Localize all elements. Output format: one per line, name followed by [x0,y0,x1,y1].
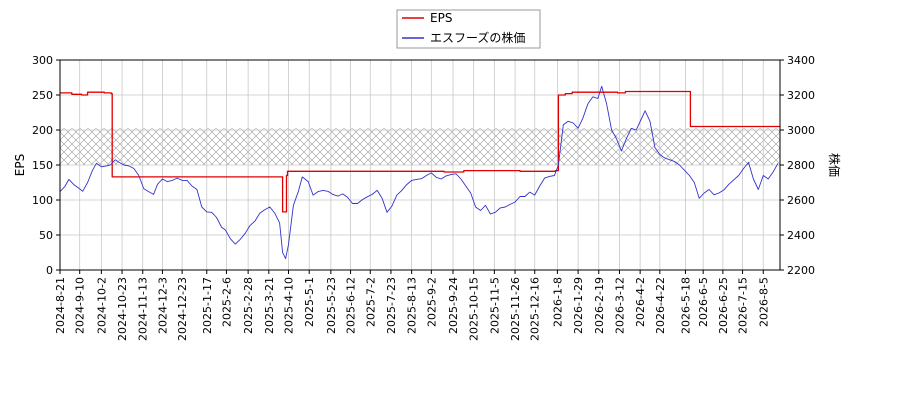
x-tick-label: 2024-12-23 [176,277,189,341]
x-tick-label: 2026-6-5 [697,277,710,327]
x-tick-label: 2025-10-15 [468,277,481,341]
x-tick-label: 2025-8-13 [406,277,419,334]
grid-lines [59,59,780,271]
legend-label-stock-price: エスフーズの株価 [430,30,525,45]
x-tick-label: 2024-12-3 [156,277,169,334]
right-tick-label: 2800 [787,159,815,172]
x-tick-label: 2025-9-2 [425,277,438,327]
x-tick-label: 2026-5-18 [679,277,692,334]
x-tick-label: 2026-4-22 [654,277,667,334]
right-tick-label: 3200 [787,89,815,102]
x-tick-label: 2025-5-23 [325,277,338,334]
left-tick-label: 100 [32,194,53,207]
left-axis-title: EPS [13,154,27,176]
x-tick-label: 2025-12-16 [529,277,542,341]
left-tick-label: 250 [32,89,53,102]
legend-box [396,9,541,49]
x-tick-label: 2024-10-2 [95,277,108,334]
x-tick-label: 2024-8-21 [54,277,67,334]
x-tick-label: 2026-1-8 [551,277,564,327]
x-tick-label: 2025-2-28 [242,277,255,334]
x-tick-label: 2025-9-24 [447,277,460,334]
x-tick-label: 2024-11-13 [137,277,150,341]
x-tick-label: 2025-3-21 [263,277,276,334]
eps-series-line [60,90,780,213]
x-tick-label: 2026-1-29 [572,277,585,334]
legend: EPS エスフーズの株価 [396,9,541,49]
stock-price-series-line [60,85,779,260]
right-tick-label: 3000 [787,124,815,137]
right-tick-label: 2600 [787,194,815,207]
x-tick-label: 2025-5-1 [303,277,316,327]
legend-label-eps: EPS [430,11,452,25]
x-tick-label: 2024-10-23 [116,277,129,341]
x-tick-label: 2025-7-23 [385,277,398,334]
left-tick-label: 150 [32,159,53,172]
left-tick-label: 200 [32,124,53,137]
x-tick-label: 2025-11-5 [488,277,501,334]
x-tick-label: 2025-6-12 [345,277,358,334]
left-tick-label: 50 [39,229,53,242]
x-tick-label: 2025-2-6 [220,277,233,327]
right-axis-title: 株価 [827,153,842,177]
right-tick-label: 3400 [787,54,815,67]
x-tick-label: 2025-1-17 [201,277,214,334]
x-tick-label: 2026-4-2 [634,277,647,327]
hatched-range-band [60,128,780,165]
right-tick-label: 2200 [787,264,815,277]
x-tick-label: 2025-11-26 [509,277,522,341]
series-layer [60,85,780,260]
x-tick-label: 2026-3-12 [613,277,626,334]
x-tick-label: 2025-7-2 [364,277,377,327]
x-tick-label: 2026-6-25 [717,277,730,334]
x-tick-label: 2026-2-19 [593,277,606,334]
x-tick-label: 2026-8-5 [757,277,770,327]
left-tick-label: 300 [32,54,53,67]
left-axis-ticks: 0 50 100 150 200 250 300 [32,54,60,277]
right-tick-label: 2400 [787,229,815,242]
x-tick-label: 2025-4-10 [283,277,296,334]
left-tick-label: 0 [46,264,53,277]
x-tick-label: 2024-9-10 [74,277,87,334]
x-tick-label: 2026-7-15 [737,277,750,334]
right-axis-ticks: 2200 2400 2600 2800 3000 3200 3400 [780,54,815,277]
x-axis-ticks: 2024-8-21 2024-9-10 2024-10-2 2024-10-23 202… [54,270,770,341]
